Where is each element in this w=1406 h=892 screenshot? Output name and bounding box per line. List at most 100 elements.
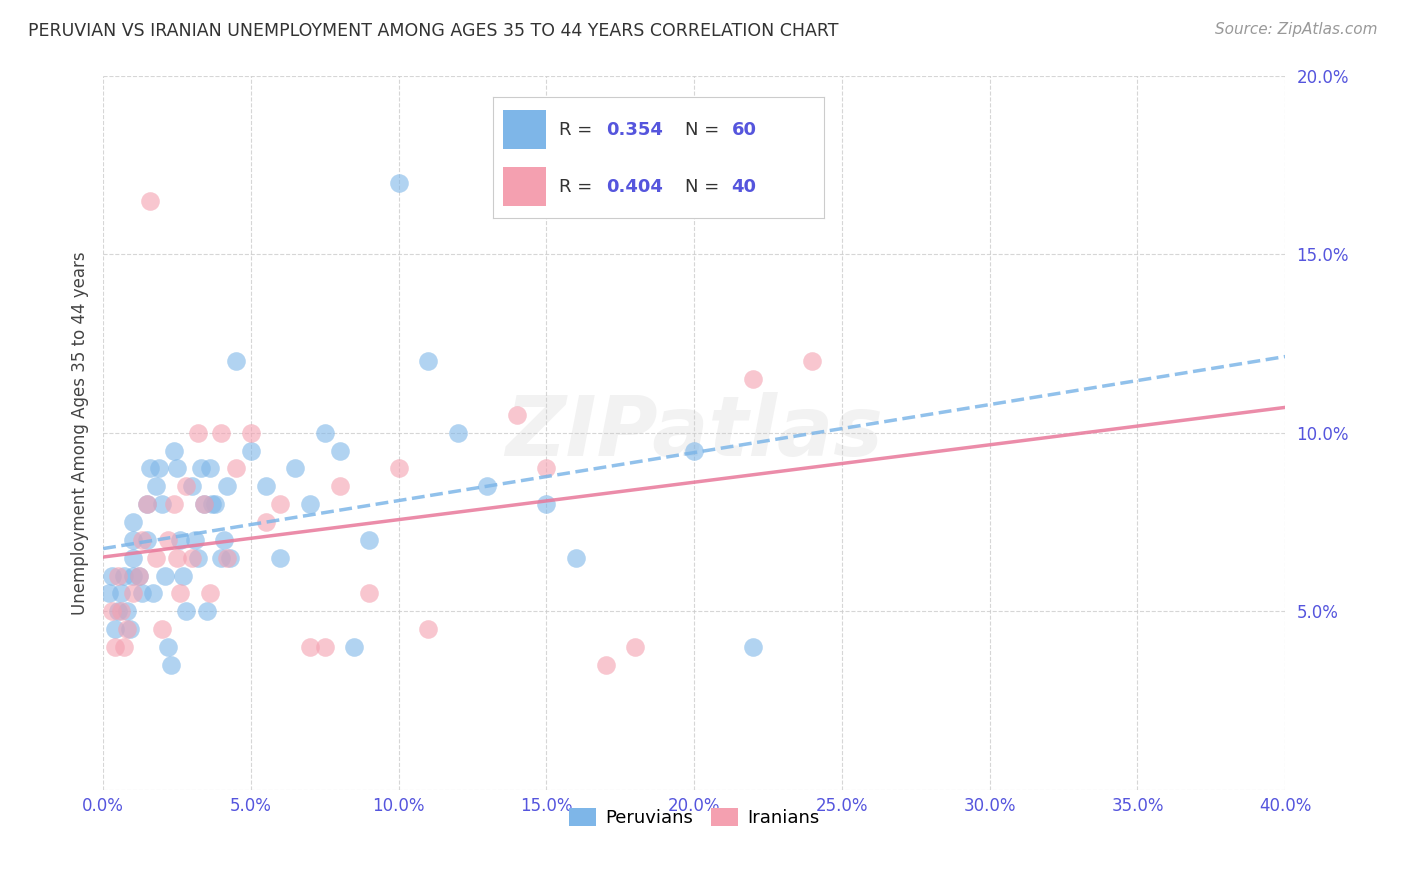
Point <box>107 568 129 582</box>
Point <box>169 586 191 600</box>
Point <box>148 461 170 475</box>
Point <box>418 354 440 368</box>
Point <box>477 479 499 493</box>
Point <box>565 550 588 565</box>
Point <box>359 586 381 600</box>
Point <box>298 497 321 511</box>
Point <box>121 568 143 582</box>
Point <box>98 586 121 600</box>
Point <box>107 604 129 618</box>
Point <box>187 425 209 440</box>
Point <box>217 550 239 565</box>
Point <box>166 461 188 475</box>
Point <box>198 586 221 600</box>
Point <box>343 640 366 654</box>
Point <box>110 586 132 600</box>
Point <box>121 515 143 529</box>
Point <box>225 461 247 475</box>
Point <box>209 550 232 565</box>
Point <box>163 497 186 511</box>
Point <box>180 550 202 565</box>
Point <box>217 479 239 493</box>
Point <box>118 622 141 636</box>
Point <box>166 550 188 565</box>
Point <box>298 640 321 654</box>
Point <box>225 354 247 368</box>
Point <box>269 550 291 565</box>
Legend: Peruvians, Iranians: Peruvians, Iranians <box>562 801 827 835</box>
Point <box>145 479 167 493</box>
Point <box>193 497 215 511</box>
Point <box>506 408 529 422</box>
Point <box>121 550 143 565</box>
Point <box>624 640 647 654</box>
Point <box>174 479 197 493</box>
Point <box>314 425 336 440</box>
Point <box>110 604 132 618</box>
Point <box>204 497 226 511</box>
Point <box>172 568 194 582</box>
Point <box>418 622 440 636</box>
Point <box>801 354 824 368</box>
Point <box>742 640 765 654</box>
Point <box>136 497 159 511</box>
Point <box>201 497 224 511</box>
Text: ZIPatlas: ZIPatlas <box>505 392 883 474</box>
Y-axis label: Unemployment Among Ages 35 to 44 years: Unemployment Among Ages 35 to 44 years <box>72 251 89 615</box>
Point <box>139 194 162 208</box>
Point <box>169 533 191 547</box>
Point <box>115 622 138 636</box>
Point <box>447 425 470 440</box>
Point <box>239 425 262 440</box>
Point <box>314 640 336 654</box>
Point <box>198 461 221 475</box>
Point <box>595 657 617 672</box>
Point <box>150 622 173 636</box>
Point <box>157 533 180 547</box>
Point <box>239 443 262 458</box>
Point <box>150 497 173 511</box>
Point <box>219 550 242 565</box>
Point <box>128 568 150 582</box>
Point <box>174 604 197 618</box>
Point <box>254 515 277 529</box>
Point <box>121 586 143 600</box>
Point <box>157 640 180 654</box>
Point <box>121 533 143 547</box>
Point <box>359 533 381 547</box>
Point <box>195 604 218 618</box>
Point <box>104 622 127 636</box>
Point <box>193 497 215 511</box>
Point <box>131 533 153 547</box>
Point <box>683 443 706 458</box>
Point <box>163 443 186 458</box>
Point <box>180 479 202 493</box>
Point <box>190 461 212 475</box>
Point <box>128 568 150 582</box>
Point <box>139 461 162 475</box>
Point <box>536 497 558 511</box>
Point <box>184 533 207 547</box>
Text: PERUVIAN VS IRANIAN UNEMPLOYMENT AMONG AGES 35 TO 44 YEARS CORRELATION CHART: PERUVIAN VS IRANIAN UNEMPLOYMENT AMONG A… <box>28 22 838 40</box>
Point <box>101 604 124 618</box>
Point <box>284 461 307 475</box>
Point <box>742 372 765 386</box>
Point <box>328 443 350 458</box>
Point <box>160 657 183 672</box>
Point <box>104 640 127 654</box>
Point <box>145 550 167 565</box>
Point <box>153 568 176 582</box>
Point <box>388 176 411 190</box>
Point <box>136 497 159 511</box>
Point <box>209 425 232 440</box>
Point <box>328 479 350 493</box>
Text: Source: ZipAtlas.com: Source: ZipAtlas.com <box>1215 22 1378 37</box>
Point <box>112 568 135 582</box>
Point <box>101 568 124 582</box>
Point <box>136 533 159 547</box>
Point <box>254 479 277 493</box>
Point <box>115 604 138 618</box>
Point <box>187 550 209 565</box>
Point <box>112 640 135 654</box>
Point <box>388 461 411 475</box>
